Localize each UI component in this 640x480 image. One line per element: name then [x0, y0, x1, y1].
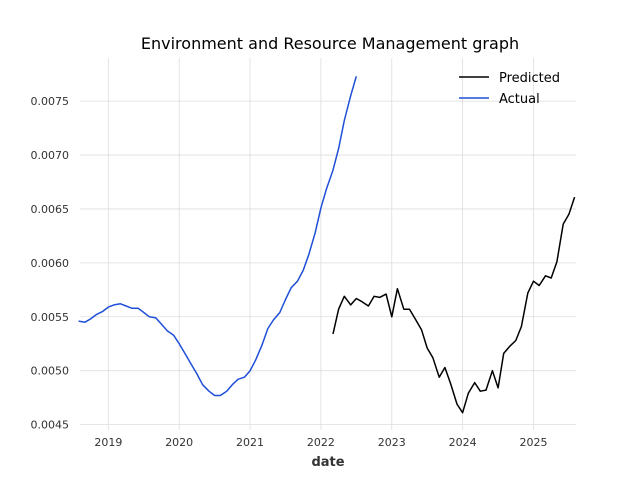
y-tick-label: 0.0055	[31, 311, 70, 324]
x-tick-label: 2019	[94, 436, 122, 449]
y-tick-label: 0.0065	[31, 203, 70, 216]
x-tick-label: 2021	[236, 436, 264, 449]
y-tick-label: 0.0060	[31, 257, 70, 270]
series-line-predicted	[333, 197, 575, 413]
y-tick-label: 0.0050	[31, 365, 70, 378]
grid	[80, 58, 576, 430]
legend-label-predicted: Predicted	[499, 71, 560, 86]
x-tick-label: 2023	[378, 436, 406, 449]
y-tick-label: 0.0075	[31, 95, 70, 108]
chart-title: Environment and Resource Management grap…	[141, 34, 519, 53]
x-tick-label: 2025	[519, 436, 547, 449]
legend: Predicted Actual	[459, 71, 560, 107]
x-axis-label: date	[311, 455, 344, 470]
x-tick-label: 2024	[449, 436, 477, 449]
legend-label-actual: Actual	[499, 92, 540, 107]
x-tick-label: 2022	[307, 436, 335, 449]
y-tick-label: 0.0045	[31, 419, 70, 432]
series-line-actual	[79, 76, 357, 395]
y-tick-label: 0.0070	[31, 149, 70, 162]
x-tick-label: 2020	[165, 436, 193, 449]
series-lines	[79, 76, 575, 412]
